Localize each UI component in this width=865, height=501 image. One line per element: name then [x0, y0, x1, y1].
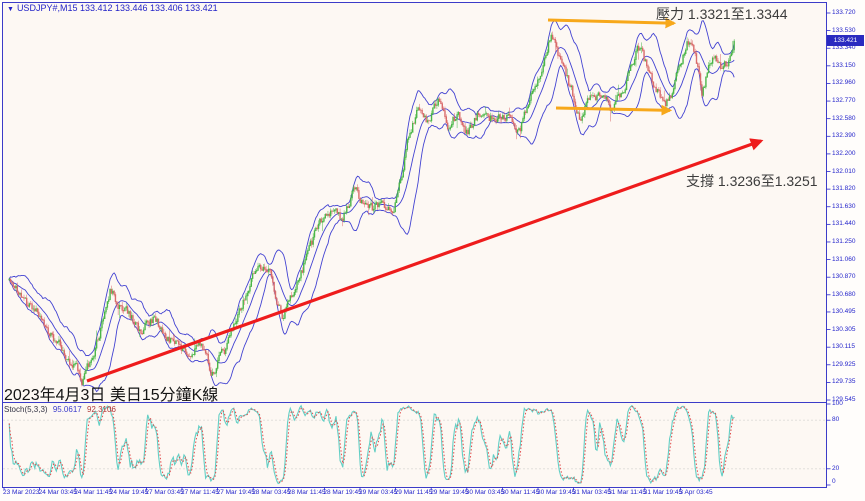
price-axis-label: 130.115: [832, 343, 856, 351]
chart-symbol: USDJPY#,M15: [16, 3, 78, 13]
stochastic-name: Stoch(5,3,3): [4, 405, 48, 414]
support-annotation: 支撐 1.3236至1.3251: [686, 173, 818, 189]
time-axis-label: 23 Mar 2023: [3, 489, 40, 496]
stoch-axis-label: 0: [832, 478, 836, 485]
time-axis-label: 31 Mar 19:45: [643, 489, 683, 496]
time-axis-label: 24 Mar 19:45: [109, 489, 149, 496]
bollinger-middle-band: [8, 47, 735, 371]
time-axis-label: 27 Mar 11:45: [181, 489, 219, 496]
price-axis-label: 133.340: [832, 44, 856, 52]
time-axis-label: 3 Apr 03:45: [679, 489, 713, 496]
price-axis-label: 129.545: [832, 396, 856, 404]
chart-title: ▼ USDJPY#,M15 133.412 133.446 133.406 133…: [7, 3, 218, 13]
collapse-arrow-icon[interactable]: ▼: [7, 6, 14, 13]
price-axis[interactable]: 133.720 133.530 133.340 133.150 132.960 132.7…: [827, 0, 865, 501]
price-axis-label: 132.200: [832, 149, 856, 157]
price-axis-label: 131.820: [832, 185, 856, 193]
stochastic-label: Stoch(5,3,3) 95.0617 92.3106: [4, 405, 116, 414]
support-range-arrow: [555, 104, 673, 116]
price-axis-label: 130.870: [832, 273, 856, 281]
stoch-axis-label: 100: [832, 400, 843, 407]
time-axis-label: 29 Mar 19:45: [430, 489, 469, 496]
uptrend-arrow: [86, 138, 764, 383]
price-axis-label: 130.495: [832, 307, 856, 315]
price-axis-label: 131.060: [832, 255, 856, 263]
resistance-range-arrow: [547, 17, 677, 29]
time-axis[interactable]: 23 Mar 2023 24 Mar 03:45 24 Mar 11:45 24 Ma…: [0, 487, 865, 501]
time-axis-label: 24 Mar 03:45: [38, 489, 77, 496]
stochastic-d-value: 92.3106: [86, 405, 116, 414]
up-candle-bodies: [8, 34, 735, 385]
price-axis-label: 129.925: [832, 360, 856, 368]
time-axis-label: 24 Mar 11:45: [74, 489, 113, 496]
time-axis-label: 28 Mar 19:45: [323, 489, 362, 496]
price-axis-label: 131.440: [832, 220, 856, 228]
resistance-annotation: 壓力 1.3321至1.3344: [656, 6, 788, 22]
stoch-d-line: [8, 405, 735, 484]
stoch-k-line: [8, 404, 735, 485]
price-axis-label: 132.390: [832, 132, 856, 140]
down-candle-bodies: [9, 34, 729, 385]
time-axis-label: 30 Mar 19:45: [537, 489, 576, 496]
stoch-axis-label: 20: [832, 464, 840, 472]
bollinger-upper-band: [8, 20, 735, 357]
time-axis-label: 29 Mar 03:45: [359, 489, 398, 496]
current-price-tag: 133.421: [827, 35, 864, 47]
price-axis-label: 132.580: [832, 114, 856, 122]
chart-ohlc-values: 133.412 133.446 133.406 133.421: [79, 3, 218, 13]
time-axis-label: 31 Mar 11:45: [608, 489, 647, 496]
time-axis-label: 30 Mar 03:45: [465, 489, 505, 496]
price-axis-label: 130.680: [832, 290, 856, 298]
price-axis-label: 130.305: [832, 325, 856, 333]
price-axis-label: 132.960: [832, 79, 856, 87]
price-axis-label: 132.770: [832, 97, 856, 105]
stochastic-pane: [2, 402, 827, 488]
price-axis-label: 133.150: [832, 61, 856, 69]
stochastic-k-value: 95.0617: [52, 405, 82, 414]
time-axis-label: 30 Mar 11:45: [501, 489, 540, 496]
stoch-axis-label: 80: [832, 416, 840, 424]
time-axis-label: 29 Mar 11:45: [394, 489, 433, 496]
price-axis-label: 133.720: [832, 9, 856, 16]
time-axis-label: 28 Mar 11:45: [287, 489, 326, 496]
price-axis-label: 131.250: [832, 237, 856, 245]
time-axis-label: 28 Mar 03:45: [252, 489, 291, 496]
price-axis-label: 132.010: [832, 167, 856, 175]
price-axis-label: 129.735: [832, 378, 856, 386]
time-axis-label: 31 Mar 03:45: [572, 489, 611, 496]
price-axis-label: 133.530: [832, 26, 856, 34]
time-axis-label: 27 Mar 03:45: [145, 489, 184, 496]
date-caption: 2023年4月3日 美日15分鐘K線: [4, 387, 219, 404]
price-axis-label: 131.630: [832, 202, 856, 210]
time-axis-label: 27 Mar 19:45: [216, 489, 255, 496]
